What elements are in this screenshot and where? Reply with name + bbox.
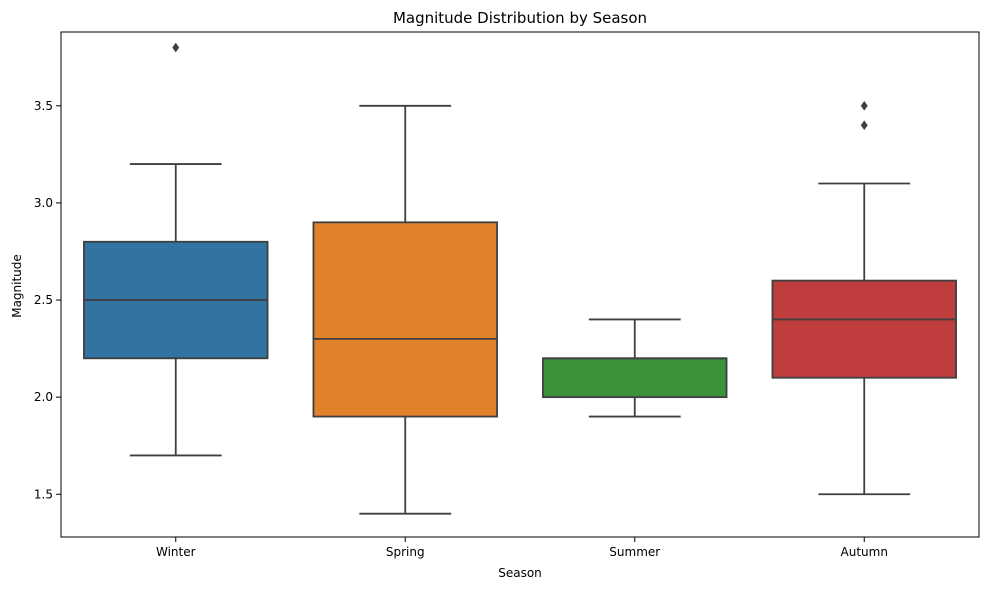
y-tick-label: 1.5: [34, 487, 53, 501]
plot-area: [83, 42, 957, 515]
x-axis-label: Season: [498, 566, 542, 580]
x-tick-label: Summer: [609, 545, 660, 559]
x-tick-label: Winter: [156, 545, 196, 559]
box-spring: [312, 104, 498, 515]
x-tick-label: Autumn: [841, 545, 888, 559]
x-axis: Winter Spring Summer Autumn: [156, 537, 888, 559]
y-axis: 1.5 2.0 2.5 3.0 3.5: [34, 99, 61, 501]
plot-frame: [60, 31, 980, 538]
x-tick-label: Spring: [386, 545, 425, 559]
iqr-box: [771, 279, 957, 379]
y-tick-label: 2.5: [34, 293, 53, 307]
iqr-box: [312, 221, 498, 418]
y-tick-label: 3.0: [34, 196, 53, 210]
box-summer: [542, 318, 728, 418]
outlier-point: [860, 100, 868, 111]
box-autumn: [771, 100, 957, 496]
iqr-box: [542, 357, 728, 399]
chart-title: Magnitude Distribution by Season: [393, 9, 647, 27]
y-tick-label: 2.0: [34, 390, 53, 404]
outlier-point: [860, 120, 868, 131]
y-axis-label: Magnitude: [10, 254, 24, 318]
box-winter: [83, 42, 269, 457]
outlier-point: [172, 42, 180, 53]
y-tick-label: 3.5: [34, 99, 53, 113]
